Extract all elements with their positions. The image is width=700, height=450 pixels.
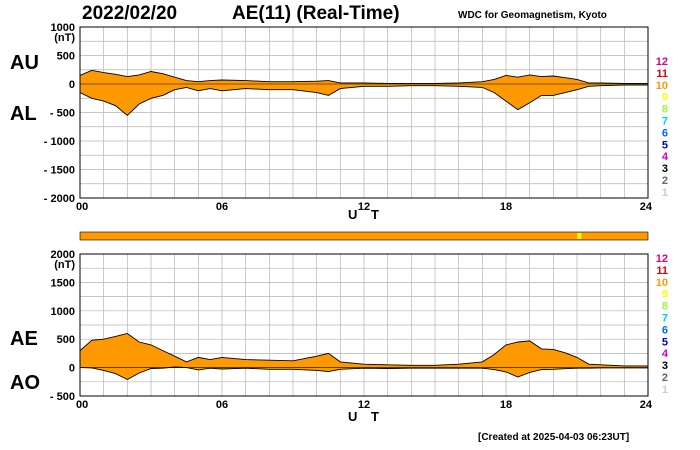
legend-station-count: 10 xyxy=(656,277,668,289)
y-tick-label: 2000 xyxy=(51,249,75,261)
y-tick-label: 1500 xyxy=(51,277,75,289)
data-source: WDC for Geomagnetism, Kyoto xyxy=(458,10,607,21)
chart-date: 2022/02/20 xyxy=(82,3,178,24)
x-tick-label: 00 xyxy=(76,399,88,411)
y-tick-label: - 2000 xyxy=(44,193,75,205)
legend-station-count: 7 xyxy=(662,313,668,325)
ae-label: AE xyxy=(10,328,38,350)
legend-station-count: 4 xyxy=(662,348,669,360)
y-tick-label: - 500 xyxy=(50,108,75,120)
legend-station-count: 2 xyxy=(662,175,668,187)
al-label: AL xyxy=(10,103,37,125)
y-tick-label: 0 xyxy=(69,363,75,375)
legend-station-count: 1 xyxy=(662,384,668,396)
series-au-line xyxy=(79,69,648,84)
created-timestamp: [Created at 2025-04-03 06:23UT] xyxy=(478,432,630,443)
plot-frame xyxy=(79,26,649,199)
series-ae-line xyxy=(79,333,648,367)
legend-station-count: 6 xyxy=(662,324,668,336)
y-tick-label: - 1500 xyxy=(44,165,75,177)
legend-station-count: 11 xyxy=(656,68,668,80)
chart-title: AE(11) (Real-Time) xyxy=(232,3,400,24)
legend-station-count: 3 xyxy=(662,163,668,175)
legend-station-count: 2 xyxy=(662,372,668,384)
x-tick-label: 00 xyxy=(76,201,88,213)
x-axis-label: U T xyxy=(348,409,384,424)
legend-station-count: 9 xyxy=(662,289,668,301)
legend-station-count: 5 xyxy=(662,139,668,151)
y-tick-label: 1000 xyxy=(51,306,75,318)
legend-station-count: 1 xyxy=(662,187,668,199)
legend-station-count: 12 xyxy=(656,56,668,68)
y-tick-label: 1000 xyxy=(51,22,75,34)
station-status-marker xyxy=(577,233,582,239)
x-axis-label: U T xyxy=(348,207,384,222)
legend-station-count: 3 xyxy=(662,360,668,372)
x-tick-label: 06 xyxy=(216,201,228,213)
index-area-fill xyxy=(80,70,648,116)
legend-station-count: 10 xyxy=(656,80,668,92)
legend-station-count: 8 xyxy=(662,104,668,116)
y-tick-label: 0 xyxy=(69,79,75,91)
x-tick-label: 18 xyxy=(500,399,512,411)
x-tick-label: 24 xyxy=(640,399,653,411)
x-tick-label: 24 xyxy=(640,201,653,213)
legend-station-count: 12 xyxy=(656,253,668,265)
legend-station-count: 8 xyxy=(662,301,668,313)
x-tick-label: 12 xyxy=(358,399,370,411)
x-tick-label: 18 xyxy=(500,201,512,213)
series-ao-line xyxy=(79,366,648,381)
legend-station-count: 5 xyxy=(662,336,668,348)
legend-station-count: 9 xyxy=(662,92,668,104)
series-al-line xyxy=(79,84,648,117)
y-tick-label: - 1000 xyxy=(44,136,75,148)
ao-label: AO xyxy=(10,372,40,394)
y-tick-label: (nT) xyxy=(54,32,75,44)
legend-station-count: 11 xyxy=(656,265,668,277)
x-tick-label: 12 xyxy=(358,201,370,213)
legend-station-count: 4 xyxy=(662,151,669,163)
legend-station-count: 7 xyxy=(662,116,668,128)
y-tick-label: 500 xyxy=(57,334,75,346)
au-label: AU xyxy=(10,52,39,74)
plot-frame xyxy=(79,253,649,397)
y-tick-label: (nT) xyxy=(54,259,75,271)
legend-station-count: 6 xyxy=(662,127,668,139)
station-status-bar xyxy=(79,231,649,241)
x-tick-label: 06 xyxy=(216,399,228,411)
y-tick-label: - 500 xyxy=(50,391,75,403)
y-tick-label: 500 xyxy=(57,51,75,63)
